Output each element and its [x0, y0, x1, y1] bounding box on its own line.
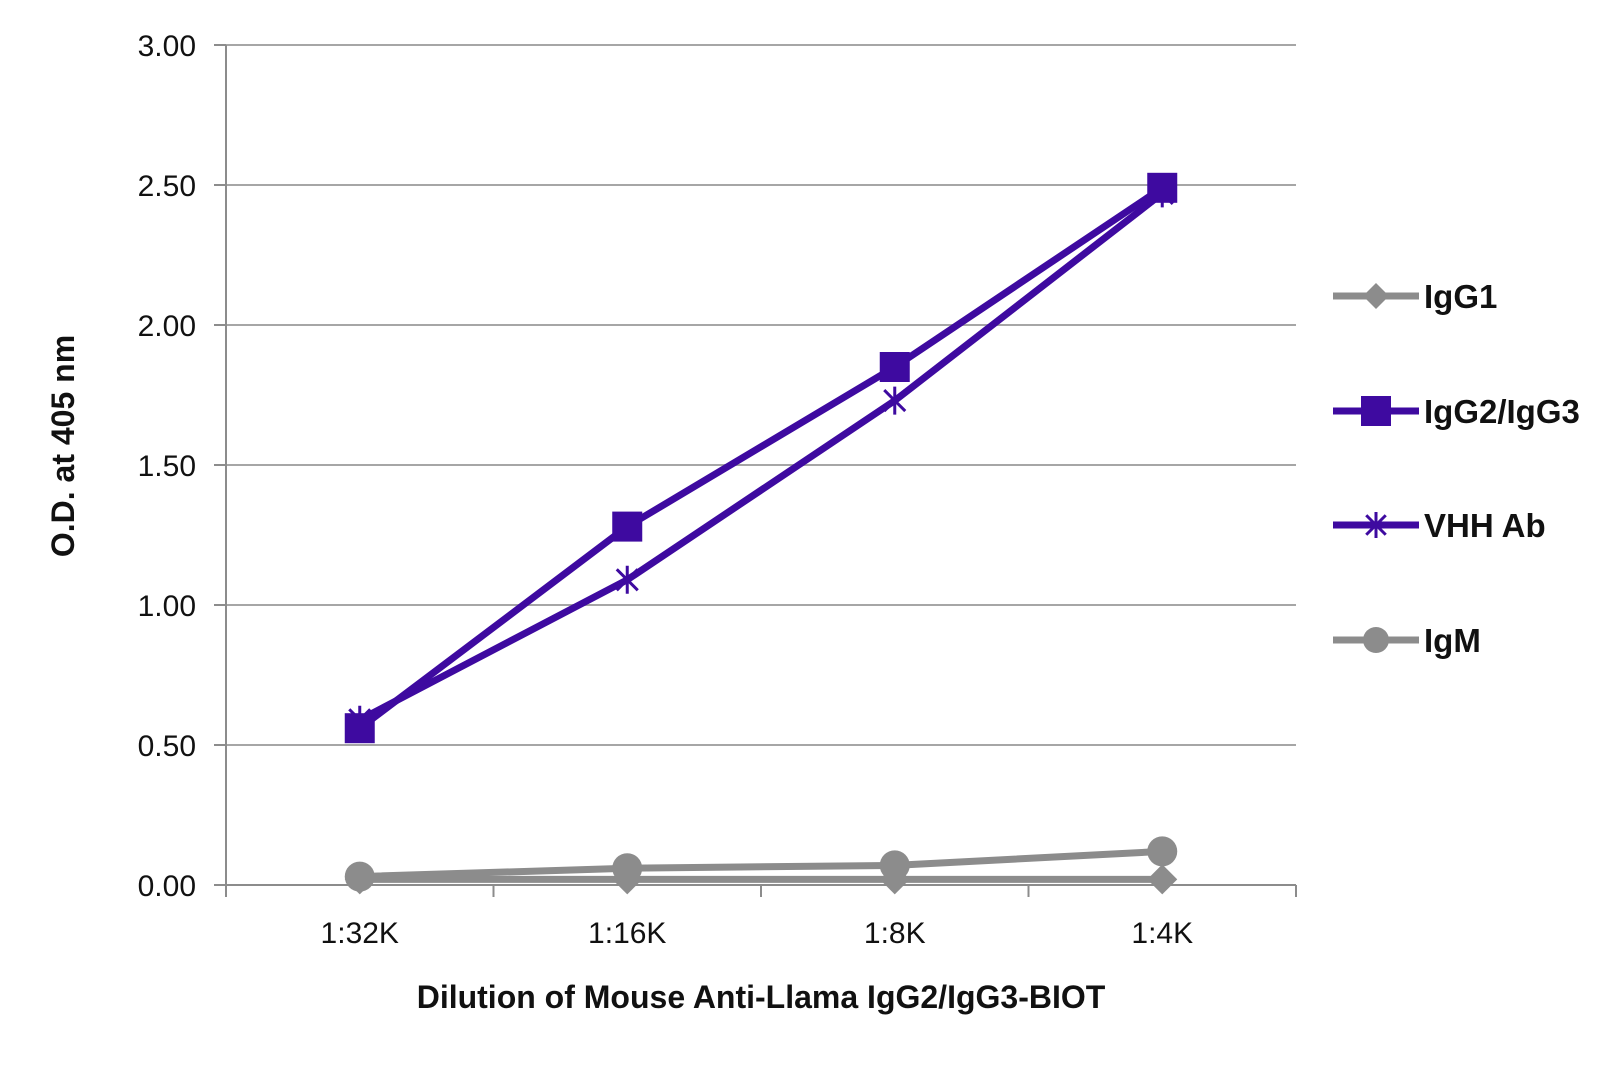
data-point-circle	[612, 853, 643, 884]
legend: IgG1 IgG2/IgG3 VHH Ab IgM	[1333, 278, 1580, 659]
data-point-square	[1147, 172, 1178, 203]
data-point-circle	[344, 861, 375, 892]
legend-entry: IgG1	[1333, 278, 1497, 315]
series-line	[358, 190, 1165, 723]
axes	[225, 45, 1296, 886]
series-layer	[344, 172, 1178, 895]
data-point-square	[612, 511, 643, 542]
series-igg2-igg3	[344, 172, 1178, 744]
y-tick-label: 1.00	[138, 590, 196, 623]
data-point-square	[879, 352, 910, 382]
x-tick-label: 1:8K	[864, 917, 926, 950]
data-point-circle	[1147, 836, 1178, 867]
y-tick-label: 2.00	[138, 310, 196, 343]
x-tick-label: 1:32K	[321, 917, 399, 950]
legend-entry: IgG2/IgG3	[1333, 393, 1580, 430]
series-igm	[344, 836, 1178, 892]
legend-label: IgG2/IgG3	[1424, 393, 1580, 430]
data-point-asterisk	[615, 565, 639, 594]
y-tick-label: 2.50	[138, 170, 196, 203]
legend-marker-square	[1361, 396, 1391, 426]
y-axis-title: O.D. at 405 nm	[45, 335, 81, 557]
legend-entry: VHH Ab	[1333, 507, 1546, 544]
series-line	[357, 184, 1165, 731]
legend-marker-circle	[1363, 627, 1389, 653]
grid-lines	[214, 44, 1297, 897]
data-point-circle	[879, 850, 910, 881]
legend-label: IgG1	[1424, 278, 1497, 315]
data-point-diamond	[1147, 864, 1178, 895]
y-tick-label: 1.50	[138, 450, 196, 483]
legend-label: VHH Ab	[1424, 507, 1546, 544]
legend-marker-diamond	[1363, 283, 1389, 309]
y-tick-labels: 0.00 0.50 1.00 1.50 2.00 2.50 3.00	[138, 30, 196, 903]
x-tick-label: 1:16K	[588, 917, 666, 950]
y-tick-label: 0.50	[138, 730, 196, 763]
legend-marker-asterisk	[1365, 512, 1387, 538]
series-line	[359, 847, 1163, 881]
legend-entry: IgM	[1333, 622, 1481, 659]
data-point-asterisk	[883, 386, 907, 415]
legend-label: IgM	[1424, 622, 1481, 659]
data-point-square	[344, 713, 375, 744]
y-tick-label: 0.00	[138, 870, 196, 903]
y-tick-label: 3.00	[138, 30, 196, 63]
x-axis-title: Dilution of Mouse Anti-Llama IgG2/IgG3-B…	[417, 979, 1106, 1015]
x-tick-label: 1:4K	[1131, 917, 1193, 950]
x-tick-labels: 1:32K 1:16K 1:8K 1:4K	[321, 917, 1194, 950]
